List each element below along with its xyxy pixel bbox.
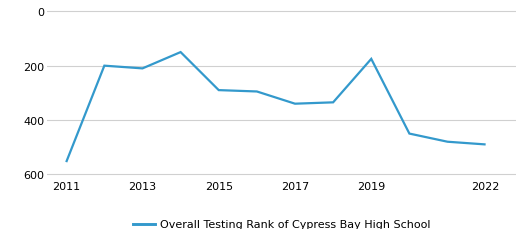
Legend: Overall Testing Rank of Cypress Bay High School: Overall Testing Rank of Cypress Bay High… (128, 215, 435, 229)
